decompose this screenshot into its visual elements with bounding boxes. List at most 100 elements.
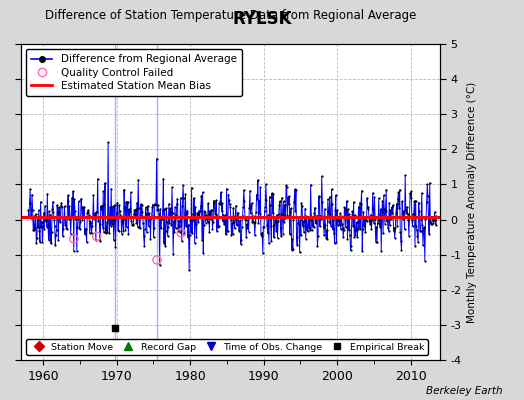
Point — [135, 204, 143, 211]
Point — [46, 211, 54, 218]
Point — [415, 208, 423, 214]
Point — [376, 224, 384, 230]
Point — [196, 203, 205, 209]
Point — [365, 215, 373, 221]
Point — [113, 210, 121, 216]
Point — [114, 227, 122, 234]
Point — [336, 210, 344, 216]
Point — [364, 206, 372, 212]
Point — [276, 225, 285, 232]
Point — [48, 205, 57, 212]
Point — [324, 208, 333, 214]
Point — [430, 217, 438, 224]
Point — [264, 212, 272, 218]
Point — [159, 207, 167, 214]
Point — [224, 192, 233, 198]
Point — [265, 240, 273, 247]
Point — [257, 233, 266, 240]
Point — [193, 210, 201, 216]
Point — [313, 212, 321, 219]
Point — [144, 203, 152, 209]
Point — [421, 258, 429, 264]
Point — [84, 209, 93, 215]
Point — [354, 226, 362, 232]
Point — [334, 217, 343, 223]
Point — [317, 216, 325, 222]
Point — [431, 217, 440, 224]
Point — [155, 211, 163, 218]
Point — [260, 208, 269, 214]
Point — [154, 206, 162, 213]
Point — [281, 215, 290, 221]
Point — [36, 239, 44, 245]
Point — [347, 242, 355, 249]
Point — [176, 228, 184, 235]
Point — [329, 226, 337, 232]
Point — [248, 219, 257, 226]
Point — [177, 215, 185, 221]
Point — [390, 225, 398, 231]
Point — [241, 216, 249, 222]
Point — [286, 231, 294, 237]
Point — [99, 224, 107, 231]
Point — [362, 218, 370, 224]
Point — [339, 224, 347, 231]
Point — [342, 207, 351, 213]
Point — [355, 224, 363, 230]
Point — [203, 219, 212, 225]
Point — [215, 201, 224, 207]
Point — [303, 227, 312, 234]
Point — [321, 206, 329, 212]
Point — [281, 201, 289, 208]
Point — [330, 230, 338, 236]
Point — [311, 220, 320, 226]
Y-axis label: Monthly Temperature Anomaly Difference (°C): Monthly Temperature Anomaly Difference (… — [467, 81, 477, 323]
Point — [230, 218, 238, 225]
Point — [152, 202, 160, 208]
Point — [358, 247, 366, 254]
Point — [134, 177, 143, 183]
Point — [268, 210, 277, 216]
Point — [132, 206, 140, 213]
Point — [100, 201, 108, 207]
Point — [256, 210, 264, 217]
Point — [149, 234, 158, 240]
Point — [324, 196, 332, 202]
Point — [66, 203, 74, 210]
Point — [279, 198, 288, 204]
Point — [150, 224, 158, 231]
Point — [195, 214, 204, 220]
Point — [72, 214, 80, 220]
Point — [245, 205, 254, 212]
Point — [118, 215, 127, 222]
Point — [319, 224, 328, 230]
Point — [52, 227, 61, 233]
Point — [44, 220, 52, 227]
Point — [157, 225, 165, 231]
Point — [95, 221, 104, 227]
Point — [381, 220, 389, 227]
Point — [285, 193, 293, 200]
Point — [131, 211, 139, 218]
Point — [74, 198, 83, 204]
Point — [45, 208, 53, 214]
Point — [387, 204, 396, 210]
Point — [423, 181, 431, 188]
Point — [165, 220, 173, 226]
Point — [418, 190, 426, 196]
Point — [289, 246, 297, 252]
Point — [246, 188, 254, 194]
Point — [310, 224, 318, 230]
Point — [357, 188, 366, 194]
Point — [181, 216, 189, 222]
Point — [128, 222, 137, 228]
Point — [34, 216, 42, 223]
Point — [211, 210, 219, 217]
Point — [130, 207, 139, 214]
Point — [178, 203, 187, 210]
Point — [184, 234, 192, 241]
Point — [383, 218, 391, 225]
Point — [374, 217, 383, 224]
Point — [316, 212, 325, 219]
Point — [394, 196, 402, 202]
